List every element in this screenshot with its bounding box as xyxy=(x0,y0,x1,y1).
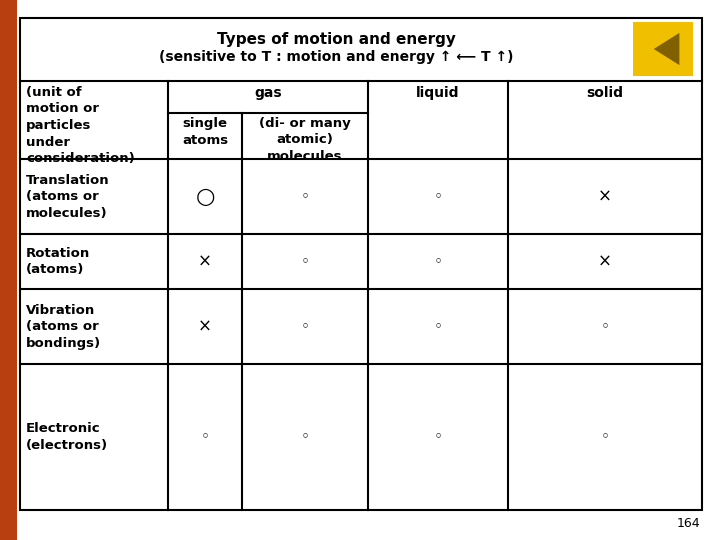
Text: Types of motion and energy: Types of motion and energy xyxy=(217,32,456,47)
Bar xyxy=(633,22,693,76)
Text: 164: 164 xyxy=(676,517,700,530)
Text: Electronic
(electrons): Electronic (electrons) xyxy=(26,422,108,452)
Text: ◦: ◦ xyxy=(433,429,443,444)
Text: Translation
(atoms or
molecules): Translation (atoms or molecules) xyxy=(26,173,109,219)
Text: liquid: liquid xyxy=(416,86,460,100)
Text: ◦: ◦ xyxy=(300,429,310,444)
Text: ○: ○ xyxy=(195,186,215,206)
Text: ◦: ◦ xyxy=(600,429,610,444)
Text: Rotation
(atoms): Rotation (atoms) xyxy=(26,247,90,276)
Text: gas: gas xyxy=(254,86,282,100)
Polygon shape xyxy=(654,33,680,65)
Text: Vibration
(atoms or
bondings): Vibration (atoms or bondings) xyxy=(26,303,101,349)
Text: ◦: ◦ xyxy=(600,319,610,334)
Text: ◦: ◦ xyxy=(433,189,443,204)
Bar xyxy=(0,0,17,540)
Text: ◦: ◦ xyxy=(300,254,310,269)
Text: (di- or many
atomic)
molecules: (di- or many atomic) molecules xyxy=(259,117,351,163)
Text: ◦: ◦ xyxy=(433,254,443,269)
Text: (unit of
motion or
particles
under
consideration): (unit of motion or particles under consi… xyxy=(26,86,135,165)
Text: ◦: ◦ xyxy=(300,189,310,204)
Text: ◦: ◦ xyxy=(200,429,210,444)
Text: ◦: ◦ xyxy=(433,319,443,334)
Text: ×: × xyxy=(598,253,612,271)
Text: solid: solid xyxy=(587,86,624,100)
Text: (sensitive to T : motion and energy ↑ ⟵ T ↑): (sensitive to T : motion and energy ↑ ⟵ … xyxy=(159,50,514,64)
Text: single
atoms: single atoms xyxy=(182,117,228,146)
Text: ×: × xyxy=(598,187,612,206)
Text: ◦: ◦ xyxy=(300,319,310,334)
Text: ×: × xyxy=(198,318,212,335)
Text: ×: × xyxy=(198,253,212,271)
